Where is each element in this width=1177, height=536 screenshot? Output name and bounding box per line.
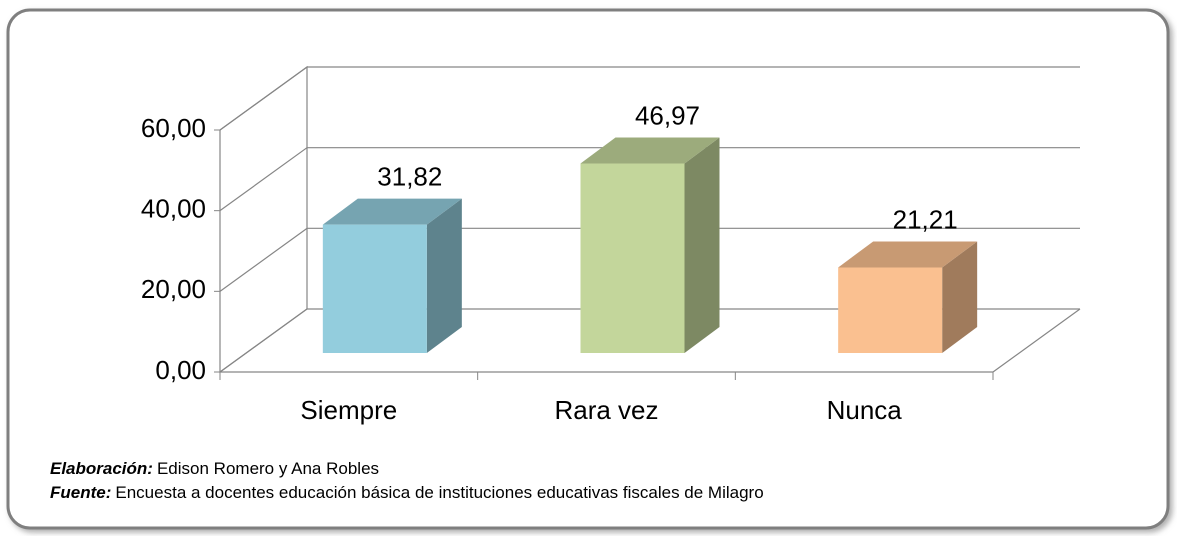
note-text: Edison Romero y Ana Robles <box>157 459 379 478</box>
note-1: Elaboración: Edison Romero y Ana Robles <box>50 459 379 478</box>
note-text: Encuesta a docentes educación básica de … <box>115 483 763 502</box>
grid-line <box>219 308 1080 373</box>
bar-side <box>942 241 978 353</box>
grid-line <box>219 227 1080 292</box>
bar-front <box>322 224 427 353</box>
note-label: Fuente: <box>50 483 111 502</box>
bar-top <box>580 137 720 164</box>
plot: 0,00 20,00 40,00 60,00 Siempre 31,82 Rara vez 4… <box>141 65 1081 425</box>
x-tick-label: Siempre <box>300 395 397 425</box>
bar-front <box>580 163 685 353</box>
grid-line <box>219 66 1080 131</box>
note-label: Elaboración: <box>50 459 153 478</box>
value-label: 31,82 <box>377 162 442 192</box>
bar-side <box>684 137 720 353</box>
grid-line <box>219 147 1080 212</box>
bar <box>838 241 978 353</box>
x-tick-label: Nunca <box>827 395 903 425</box>
y-tick-label: 40,00 <box>141 194 206 224</box>
y-tick-label: 0,00 <box>155 355 206 385</box>
note-2: Fuente: Encuesta a docentes educación bás… <box>50 483 764 502</box>
bar <box>322 198 462 353</box>
bar-top <box>838 241 978 268</box>
y-tick-label: 60,00 <box>141 113 206 143</box>
bar-top <box>322 198 462 225</box>
value-label: 21,21 <box>893 204 958 234</box>
x-tick-label: Rara vez <box>554 395 658 425</box>
bar <box>580 137 720 353</box>
bar-front <box>838 267 943 353</box>
y-tick-label: 20,00 <box>141 274 206 304</box>
bar-side <box>426 198 462 353</box>
value-label: 46,97 <box>635 100 700 130</box>
